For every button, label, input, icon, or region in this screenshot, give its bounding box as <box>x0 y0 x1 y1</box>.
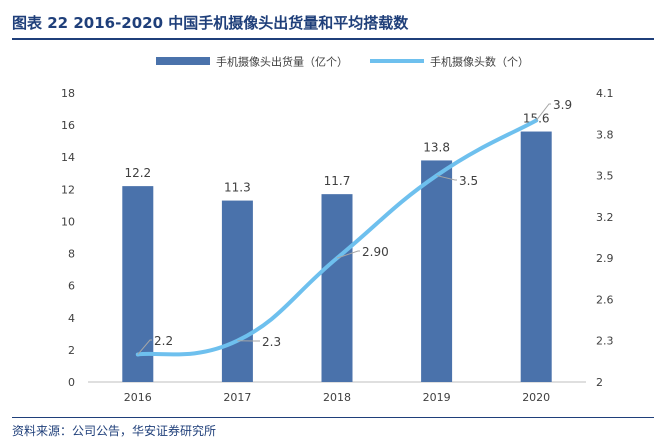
line-value-label: 2.2 <box>154 334 173 348</box>
bar <box>421 160 453 382</box>
right-tick-label: 3.5 <box>596 170 614 183</box>
line-label-leader <box>336 250 360 259</box>
legend: 手机摄像头出货量（亿个） 手机摄像头数（个） <box>156 55 529 69</box>
title-rule <box>12 38 654 40</box>
bar <box>520 131 552 382</box>
left-axis: 0 2 4 6 8 10 12 14 16 18 <box>61 87 75 389</box>
right-tick-label: 3.2 <box>596 211 614 224</box>
right-tick-label: 2.9 <box>596 252 614 265</box>
chart-title: 图表 22 2016-2020 中国手机摄像头出货量和平均搭载数 <box>12 14 409 32</box>
bar-value-label: 11.7 <box>324 174 351 188</box>
line-value-label: 2.3 <box>262 335 281 349</box>
line-label-leader <box>535 103 551 121</box>
left-tick-label: 18 <box>61 87 75 100</box>
bar <box>221 200 253 382</box>
right-tick-label: 4.1 <box>596 87 614 100</box>
left-tick-label: 2 <box>68 344 75 357</box>
line-value-label: 3.9 <box>553 98 572 112</box>
x-tick-label: 2016 <box>124 391 152 404</box>
bar-value-label: 12.2 <box>124 166 151 180</box>
footer-rule <box>12 417 654 418</box>
source-note: 资料来源：公司公告，华安证券研究所 <box>12 424 217 438</box>
legend-bar-swatch <box>156 57 210 65</box>
left-tick-label: 12 <box>61 183 75 196</box>
line-label-leader <box>137 339 152 355</box>
x-axis: 2016 2017 2018 2019 2020 <box>88 381 586 404</box>
line-value-label: 2.90 <box>362 245 389 259</box>
legend-bar-label: 手机摄像头出货量（亿个） <box>216 55 348 69</box>
x-tick-label: 2019 <box>423 391 451 404</box>
bar-value-label: 13.8 <box>423 140 450 154</box>
left-tick-label: 16 <box>61 119 75 132</box>
x-tick-label: 2018 <box>323 391 351 404</box>
left-tick-label: 0 <box>68 376 75 389</box>
bar-value-label: 11.3 <box>224 181 251 195</box>
right-axis: 2 2.3 2.6 2.9 3.2 3.5 3.8 4.1 <box>596 87 614 389</box>
right-tick-label: 2 <box>596 376 603 389</box>
left-tick-label: 6 <box>68 280 75 293</box>
legend-line-label: 手机摄像头数（个） <box>430 55 529 69</box>
line-series: 2.2 2.3 2.90 3.5 3.9 <box>135 98 572 357</box>
left-tick-label: 10 <box>61 215 75 228</box>
line-path <box>135 118 539 357</box>
right-tick-label: 2.6 <box>596 293 614 306</box>
line-label-leader <box>436 175 457 181</box>
left-tick-label: 14 <box>61 151 75 164</box>
bar <box>122 186 154 382</box>
right-tick-label: 3.8 <box>596 128 614 141</box>
bar <box>321 194 353 382</box>
x-tick-label: 2020 <box>522 391 550 404</box>
right-tick-label: 2.3 <box>596 335 614 348</box>
left-tick-label: 4 <box>68 312 75 325</box>
line-value-label: 3.5 <box>459 174 478 188</box>
left-tick-label: 8 <box>68 248 75 261</box>
x-tick-label: 2017 <box>223 391 251 404</box>
bar-series: 12.211.3 11.713.815.6 <box>122 112 552 382</box>
